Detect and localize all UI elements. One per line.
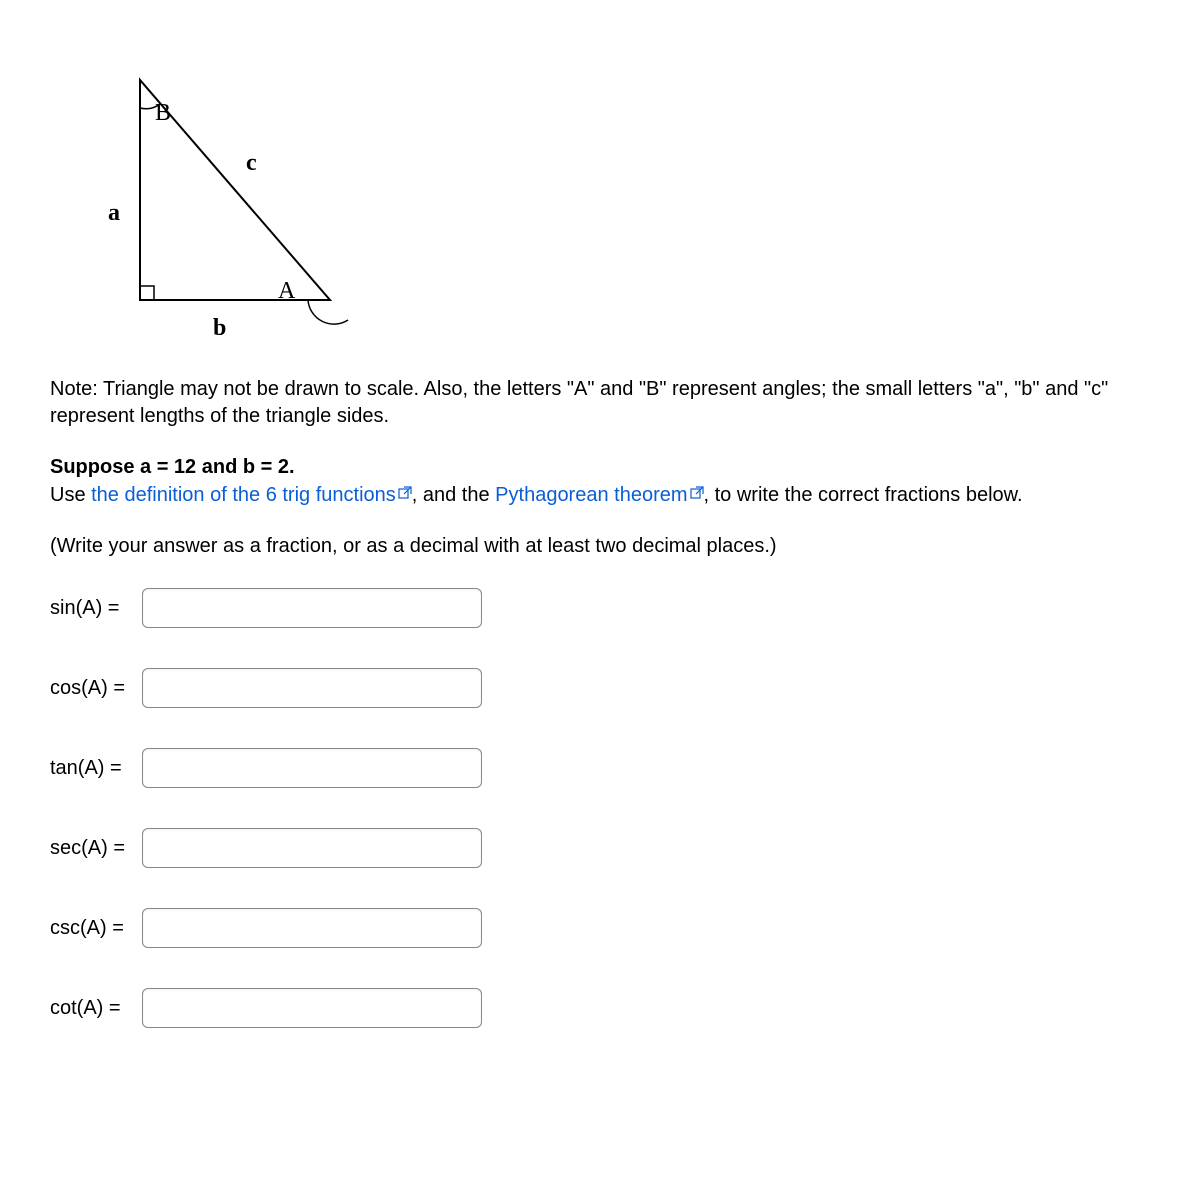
- sec-input[interactable]: [142, 828, 482, 868]
- trig-definitions-link-text: the definition of the 6 trig functions: [91, 484, 396, 506]
- side-a-label: a: [108, 200, 120, 226]
- tan-label: tan(A) =: [50, 757, 142, 780]
- answer-row-cot: cot(A) =: [50, 988, 1150, 1028]
- note-text: Note: Triangle may not be drawn to scale…: [50, 376, 1150, 430]
- sin-label: sin(A) =: [50, 597, 142, 620]
- cot-label: cot(A) =: [50, 997, 142, 1020]
- answer-row-tan: tan(A) =: [50, 748, 1150, 788]
- cos-input[interactable]: [142, 668, 482, 708]
- right-angle-marker: [140, 286, 154, 300]
- answer-row-sin: sin(A) =: [50, 588, 1150, 628]
- side-b-label: b: [213, 315, 226, 340]
- csc-label: csc(A) =: [50, 917, 142, 940]
- csc-input[interactable]: [142, 908, 482, 948]
- instruction-text: (Write your answer as a fraction, or as …: [50, 533, 1150, 560]
- answer-row-cos: cos(A) =: [50, 668, 1150, 708]
- angle-b-label: B: [155, 100, 171, 126]
- side-c-label: c: [246, 150, 257, 176]
- suppose-text-3: , to write the correct fractions below.: [704, 484, 1023, 506]
- cot-input[interactable]: [142, 988, 482, 1028]
- triangle-figure: B A a b c: [50, 40, 1150, 346]
- external-link-icon: [690, 481, 704, 508]
- sec-label: sec(A) =: [50, 837, 142, 860]
- pythagorean-link-text: Pythagorean theorem: [495, 484, 687, 506]
- sin-input[interactable]: [142, 588, 482, 628]
- suppose-text-2: , and the: [412, 484, 495, 506]
- answer-row-sec: sec(A) =: [50, 828, 1150, 868]
- suppose-block: Suppose a = 12 and b = 2. Use the defini…: [50, 454, 1150, 509]
- trig-definitions-link[interactable]: the definition of the 6 trig functions: [91, 484, 412, 506]
- angle-a-label: A: [278, 278, 296, 304]
- cos-label: cos(A) =: [50, 677, 142, 700]
- suppose-bold: Suppose a = 12 and b = 2.: [50, 456, 295, 478]
- angle-a-arc: [308, 300, 348, 324]
- answer-row-csc: csc(A) =: [50, 908, 1150, 948]
- suppose-text-1: Use: [50, 484, 91, 506]
- external-link-icon: [398, 481, 412, 508]
- tan-input[interactable]: [142, 748, 482, 788]
- pythagorean-link[interactable]: Pythagorean theorem: [495, 484, 703, 506]
- triangle-svg: B A a b c: [50, 40, 370, 340]
